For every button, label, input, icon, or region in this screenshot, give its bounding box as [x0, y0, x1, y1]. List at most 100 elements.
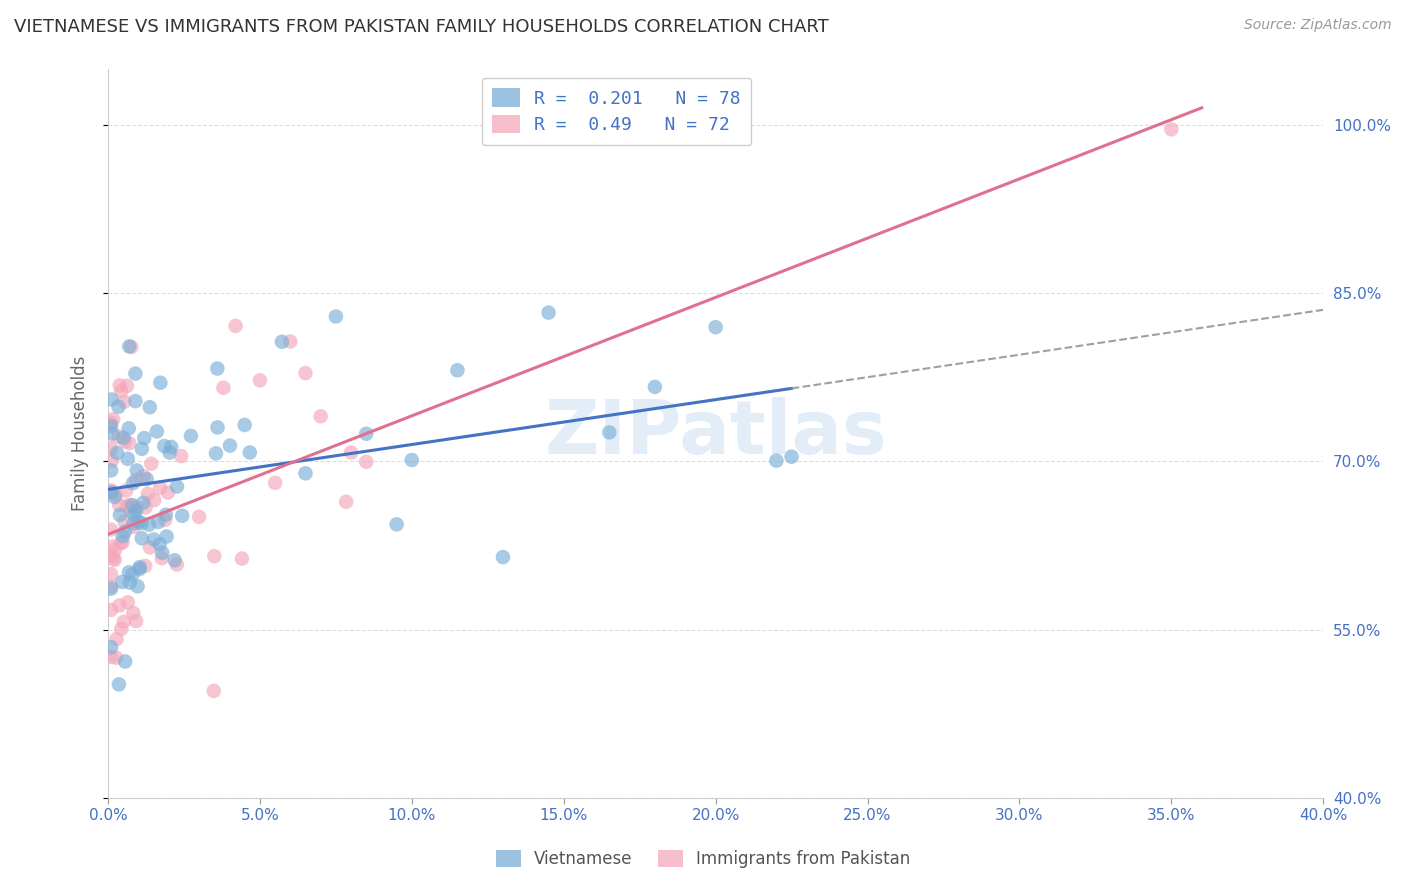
Text: VIETNAMESE VS IMMIGRANTS FROM PAKISTAN FAMILY HOUSEHOLDS CORRELATION CHART: VIETNAMESE VS IMMIGRANTS FROM PAKISTAN F…: [14, 18, 828, 36]
Point: [100, 650, 122, 665]
Point: [124, 367, 146, 381]
Point: [103, 490, 125, 504]
Point: [139, 401, 162, 415]
Point: [160, 440, 183, 454]
Point: [111, 529, 134, 543]
Point: [118, 575, 141, 590]
Point: [103, 550, 125, 565]
Point: [202, 684, 225, 698]
Point: [115, 379, 138, 393]
Point: [153, 439, 176, 453]
Point: [118, 498, 141, 512]
Point: [136, 487, 159, 501]
Point: [704, 320, 727, 334]
Point: [108, 677, 131, 691]
Point: [122, 516, 145, 531]
Point: [149, 376, 172, 390]
Point: [205, 446, 228, 460]
Point: [118, 436, 141, 450]
Point: [122, 520, 145, 534]
Point: [112, 394, 135, 409]
Point: [239, 445, 262, 459]
Point: [150, 551, 173, 566]
Point: [294, 366, 316, 380]
Point: [135, 472, 157, 486]
Point: [143, 493, 166, 508]
Point: [139, 541, 162, 555]
Point: [131, 442, 153, 456]
Point: [219, 439, 242, 453]
Point: [537, 305, 560, 319]
Point: [134, 558, 156, 573]
Point: [340, 445, 363, 459]
Point: [146, 425, 169, 439]
Point: [156, 485, 179, 500]
Point: [118, 566, 141, 580]
Point: [134, 431, 156, 445]
Point: [100, 441, 122, 455]
Point: [100, 549, 122, 563]
Point: [148, 515, 170, 529]
Point: [101, 412, 124, 426]
Point: [231, 551, 253, 566]
Point: [122, 606, 145, 620]
Point: [155, 529, 177, 543]
Point: [150, 546, 173, 560]
Point: [100, 392, 122, 407]
Point: [121, 498, 143, 512]
Point: [202, 549, 225, 564]
Point: [100, 580, 122, 594]
Point: [105, 632, 128, 646]
Point: [780, 450, 803, 464]
Point: [278, 334, 301, 349]
Point: [155, 508, 177, 522]
Point: [107, 400, 129, 414]
Point: [100, 463, 122, 477]
Point: [110, 384, 132, 398]
Point: [114, 434, 136, 449]
Point: [401, 453, 423, 467]
Point: [225, 318, 247, 333]
Legend: Vietnamese, Immigrants from Pakistan: Vietnamese, Immigrants from Pakistan: [489, 843, 917, 875]
Point: [104, 553, 127, 567]
Point: [118, 339, 141, 353]
Point: [271, 334, 294, 349]
Point: [104, 542, 127, 557]
Point: [100, 523, 122, 537]
Point: [118, 421, 141, 435]
Point: [128, 515, 150, 529]
Point: [100, 582, 122, 596]
Point: [107, 429, 129, 443]
Point: [141, 457, 163, 471]
Point: [249, 373, 271, 387]
Point: [112, 615, 135, 629]
Point: [134, 500, 156, 515]
Point: [138, 517, 160, 532]
Point: [117, 595, 139, 609]
Point: [112, 431, 135, 445]
Point: [121, 567, 143, 582]
Point: [110, 622, 132, 636]
Point: [110, 536, 132, 550]
Point: [114, 524, 136, 539]
Point: [125, 614, 148, 628]
Point: [142, 533, 165, 547]
Point: [120, 340, 142, 354]
Point: [132, 496, 155, 510]
Point: [180, 429, 202, 443]
Y-axis label: Family Households: Family Households: [72, 356, 89, 511]
Point: [100, 418, 122, 433]
Point: [188, 509, 211, 524]
Point: [325, 310, 347, 324]
Point: [100, 416, 122, 430]
Point: [114, 655, 136, 669]
Point: [105, 650, 128, 665]
Point: [104, 488, 127, 502]
Point: [125, 473, 148, 487]
Point: [108, 378, 131, 392]
Point: [153, 513, 176, 527]
Text: ZIPatlas: ZIPatlas: [544, 397, 887, 470]
Point: [166, 558, 188, 572]
Point: [100, 567, 122, 582]
Point: [127, 579, 149, 593]
